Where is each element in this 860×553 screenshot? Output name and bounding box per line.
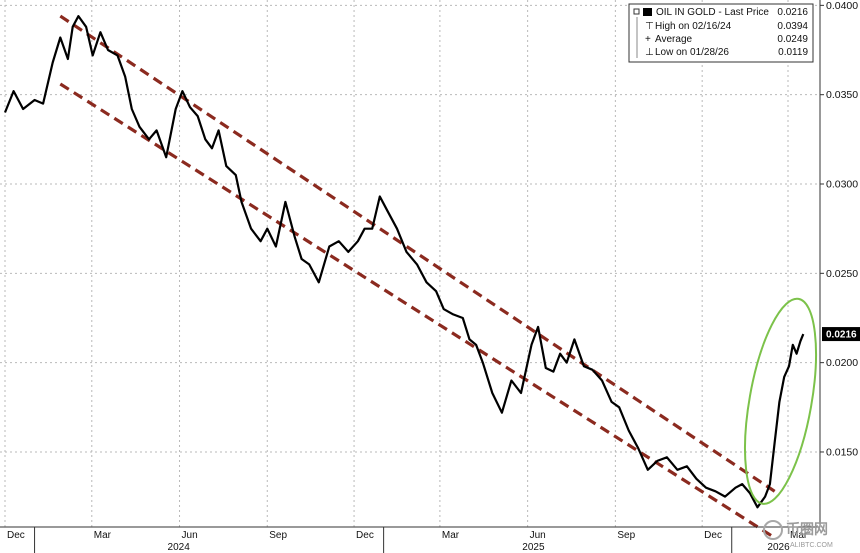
y-tick-label: 0.0350 [826, 89, 858, 101]
x-tick-label: Jun [530, 530, 546, 541]
highlight-ellipse [744, 297, 817, 505]
watermark-sub: ALIBTC.COM [790, 542, 833, 549]
legend-low-label: Low on 01/28/26 [655, 47, 729, 58]
watermark-logo-icon [763, 520, 783, 540]
x-year-label: 2026 [767, 542, 790, 553]
watermark: 币圈网 ALIBTC.COM [763, 520, 833, 549]
x-year-label: 2025 [522, 542, 545, 553]
y-tick-label: 0.0300 [826, 179, 858, 191]
legend: OIL IN GOLD - Last Price 0.0216 High on 02… [628, 3, 814, 63]
spike-highlight-ellipse [744, 297, 817, 505]
legend-high-value: 0.0394 [777, 21, 808, 32]
x-tick-label: Mar [790, 530, 808, 541]
y-tick-label: 0.0200 [826, 357, 858, 369]
last-price-box [822, 327, 860, 342]
x-year-label: 2024 [168, 542, 191, 553]
x-tick-label: Dec [7, 530, 25, 541]
x-tick-label: Dec [704, 530, 722, 541]
last-price-tag: 0.0216 [822, 327, 860, 342]
legend-high-label: High on 02/16/24 [655, 21, 732, 32]
legend-average-label: Average [655, 34, 693, 45]
legend-average-value: 0.0249 [777, 34, 808, 45]
low-marker-icon: ⊥ [645, 47, 654, 58]
average-marker-icon: + [645, 34, 651, 45]
watermark-brand: 币圈网 [786, 521, 828, 537]
high-marker-icon: ⊤ [645, 21, 654, 32]
y-tick-label: 0.0250 [826, 268, 858, 280]
x-tick-label: Sep [269, 530, 287, 541]
y-tick-label: 0.0150 [826, 446, 858, 458]
x-tick-label: Sep [617, 530, 635, 541]
price-series [3, 15, 805, 509]
legend-series-label: OIL IN GOLD - Last Price [656, 7, 769, 18]
legend-series-value: 0.0216 [777, 7, 808, 18]
legend-box [628, 3, 814, 63]
collapse-icon [633, 8, 640, 15]
channel-upper-line [59, 14, 776, 493]
x-tick-label: Mar [442, 530, 460, 541]
legend-low-value: 0.0119 [778, 47, 808, 58]
oil-in-gold-line [3, 15, 805, 509]
series-swatch-icon [643, 8, 652, 16]
gridlines [0, 0, 820, 527]
last-price-label: 0.0216 [826, 330, 857, 341]
x-tick-label: Jun [182, 530, 198, 541]
y-tick-label: 0.0400 [826, 0, 858, 12]
x-tick-label: Dec [356, 530, 374, 541]
x-tick-label: Mar [94, 530, 112, 541]
